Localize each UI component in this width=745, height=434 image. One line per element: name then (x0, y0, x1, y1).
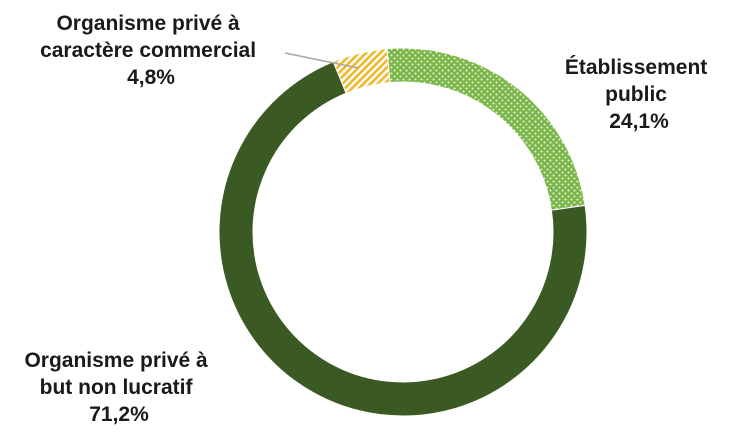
leader-line (284, 52, 359, 69)
label-etablissement-public: Établissement public 24,1% (565, 56, 713, 133)
slice-organisme-prive-but-non-lucratif (218, 61, 588, 417)
slice-organisme-prive-caractere-commercial (332, 48, 391, 94)
donut-slices (218, 47, 588, 417)
label-organisme-prive-but-non-lucratif: Organisme privé à but non lucratif 71,2% (24, 349, 213, 426)
label-organisme-prive-caractere-commercial: Organisme privé à caractère commercial 4… (40, 12, 262, 89)
slice-etablissement-public (386, 47, 586, 211)
